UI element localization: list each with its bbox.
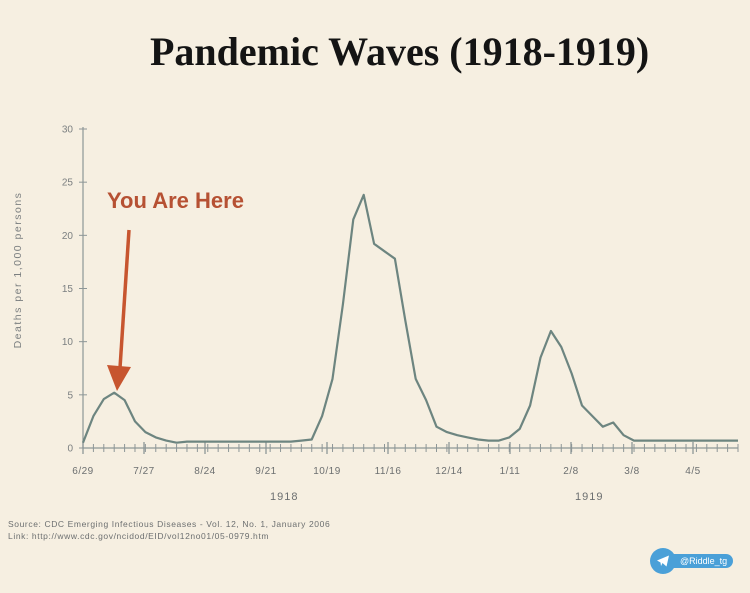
y-tick-label-20: 20 xyxy=(62,231,74,242)
link-line: Link: http://www.cdc.gov/ncidod/EID/vol1… xyxy=(8,531,269,541)
x-tick-label: 3/8 xyxy=(624,466,639,477)
x-tick-label: 11/16 xyxy=(375,466,402,477)
telegram-icon xyxy=(650,548,676,574)
x-tick-label: 8/24 xyxy=(194,466,215,477)
y-tick-label-5: 5 xyxy=(67,390,73,401)
x-tick-label: 1/11 xyxy=(500,466,521,477)
source-citation: Source: CDC Emerging Infectious Diseases… xyxy=(8,518,330,542)
y-tick-label-30: 30 xyxy=(62,125,74,136)
x-tick-label: 12/14 xyxy=(435,466,463,477)
series-line xyxy=(81,193,738,444)
y-tick-label-25: 25 xyxy=(62,178,74,189)
y-tick-label-15: 15 xyxy=(62,284,74,295)
x-tick-label: 6/29 xyxy=(72,466,93,477)
x-tick-label: 2/8 xyxy=(563,466,578,477)
you-are-here-annotation: You Are Here xyxy=(107,188,244,213)
badge-label: @Riddle_tg xyxy=(672,554,734,568)
y-tick-label-10: 10 xyxy=(62,337,74,348)
telegram-badge[interactable]: @Riddle_tg xyxy=(650,548,734,574)
x-tick-label: 10/19 xyxy=(313,466,341,477)
x-tick-label: 4/5 xyxy=(685,466,700,477)
x-tick-label: 7/27 xyxy=(133,466,154,477)
annotation-arrow-head xyxy=(107,365,131,391)
x-tick-label: 9/21 xyxy=(255,466,276,477)
annotation-arrow-shaft xyxy=(118,229,131,369)
chart-title: Pandemic Waves (1918-1919) xyxy=(150,29,650,74)
y-axis-label: Deaths per 1,000 persons xyxy=(12,191,24,349)
y-tick-label-0: 0 xyxy=(67,444,73,455)
source-line: Source: CDC Emerging Infectious Diseases… xyxy=(8,519,331,529)
year-label-1918: 1918 xyxy=(270,491,299,503)
year-label-1919: 1919 xyxy=(575,491,604,503)
